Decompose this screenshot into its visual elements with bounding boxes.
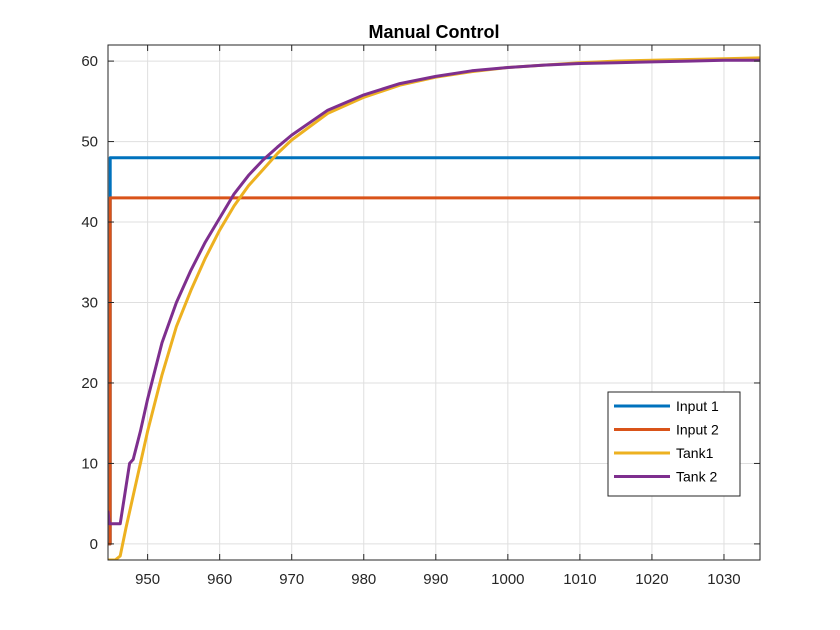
chart-title: Manual Control (369, 22, 500, 42)
x-tick-label: 1020 (635, 571, 668, 588)
x-tick-label: 970 (279, 571, 304, 588)
y-tick-label: 30 (81, 295, 98, 312)
y-tick-label: 0 (90, 536, 98, 553)
x-tick-label: 1000 (491, 571, 524, 588)
y-tick-label: 50 (81, 134, 98, 151)
legend-label: Input 1 (676, 398, 719, 414)
x-tick-label: 1030 (707, 571, 740, 588)
legend: Input 1 Input 2 Tank1 Tank 2 (607, 391, 741, 497)
x-tick-label: 950 (135, 571, 160, 588)
y-tick-label: 40 (81, 214, 98, 231)
y-tick-label: 10 (81, 455, 98, 472)
y-tick-label: 20 (81, 375, 98, 392)
x-tick-label: 990 (423, 571, 448, 588)
axis-ticks: 950 960 970 980 990 1000 1010 1020 1030010203040… (81, 45, 760, 588)
x-tick-label: 980 (351, 571, 376, 588)
legend-label: Tank1 (676, 445, 714, 461)
legend-label: Input 2 (676, 422, 719, 438)
x-tick-label: 1010 (563, 571, 596, 588)
series-line-tank-2 (108, 58, 760, 526)
y-tick-label: 60 (81, 53, 98, 70)
legend-box (607, 391, 741, 497)
x-tick-label: 960 (207, 571, 232, 588)
legend-label: Tank 2 (676, 469, 717, 485)
